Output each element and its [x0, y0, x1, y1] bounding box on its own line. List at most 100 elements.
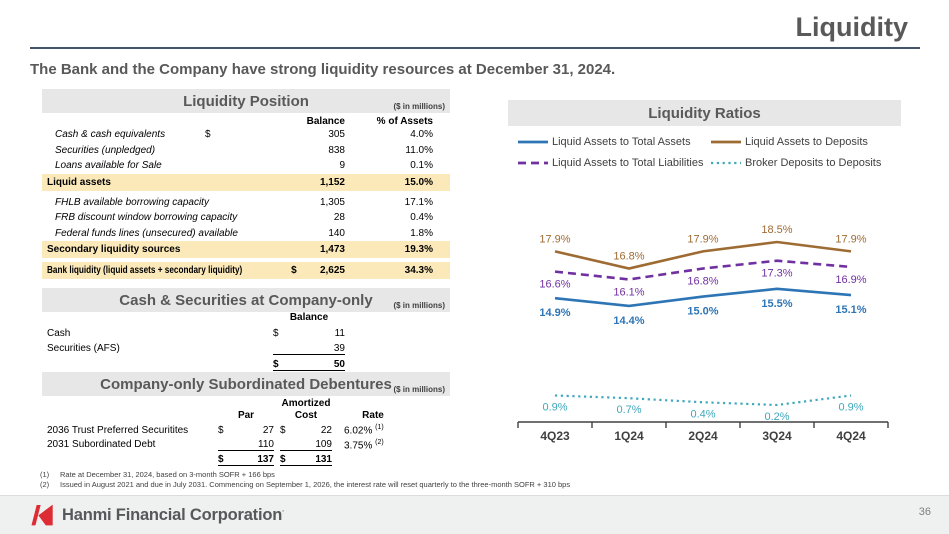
data-label: 15.1%	[835, 304, 866, 316]
data-label: 18.5%	[761, 224, 792, 236]
ratios-chart: 14.9% 14.4% 15.0% 15.5% 15.1% 17.9% 16.8% 17.9%…	[505, 192, 945, 457]
total-row: $137 $131	[42, 452, 450, 468]
data-label: 15.0%	[687, 306, 718, 318]
balance-value: 838	[328, 144, 345, 156]
line-chart: 14.9% 14.4% 15.0% 15.5% 15.1% 17.9% 16.8% 17.9%…	[517, 224, 889, 443]
data-label: 14.9%	[539, 307, 570, 319]
column-headers: Balance % of Assets	[42, 113, 450, 127]
brand-name: Hanmi Financial Corporation·	[62, 505, 285, 524]
currency-symbol: $	[291, 265, 297, 276]
table-row: FRB discount window borrowing capacity 2…	[42, 210, 450, 226]
amortized-header-row: Amortized	[42, 398, 450, 410]
column-headers: Par Cost Rate	[42, 410, 450, 423]
row-label: Liquid assets	[47, 176, 111, 188]
data-label: 16.8%	[613, 251, 644, 263]
company-cash-title: Cash & Securities at Company-only	[119, 291, 373, 309]
units-label: ($ in millions)	[393, 385, 445, 394]
hanmi-logo-icon	[31, 504, 53, 526]
legend-item: Liquid Assets to Total Assets	[518, 136, 711, 148]
data-label: 16.9%	[835, 274, 866, 286]
table-row: Securities (AFS) 39	[42, 341, 450, 356]
footnote-text: Rate at December 31, 2024, based on 3-mo…	[60, 470, 275, 479]
liquidity-ratios-title: Liquidity Ratios	[648, 104, 761, 122]
company-cash-header: Cash & Securities at Company-only ($ in …	[42, 288, 450, 312]
pct-assets-value: 0.1%	[410, 160, 433, 172]
currency-symbol: $	[218, 454, 224, 465]
footnote-ref: (1)	[375, 424, 384, 432]
table-row: Liquid assets 1,152 15.0%	[42, 173, 450, 191]
legend-label: Liquid Assets to Total Liabilities	[552, 157, 704, 169]
legend-swatch-solid	[518, 140, 548, 144]
data-label: 16.1%	[613, 286, 644, 298]
data-label: 17.3%	[761, 268, 792, 280]
row-label: Securities (AFS)	[47, 343, 120, 354]
liquidity-position-header: Liquidity Position ($ in millions)	[42, 89, 450, 113]
legend-item: Liquid Assets to Deposits	[711, 136, 908, 148]
currency-symbol	[205, 160, 219, 171]
table-row: 2036 Trust Preferred Securitites $27 $22…	[42, 423, 450, 438]
rate-value: 3.75%	[344, 439, 373, 451]
par-total: 137	[257, 454, 274, 465]
cost-value: 22	[320, 424, 332, 436]
liquidity-position-title: Liquidity Position	[183, 92, 309, 110]
currency-symbol	[205, 145, 219, 156]
page-number: 36	[918, 506, 931, 518]
total-row: $50	[42, 356, 450, 373]
table-row: FHLB available borrowing capacity 1,305 …	[42, 195, 450, 211]
row-label: Federal funds lines (unsecured) availabl…	[55, 227, 238, 239]
row-label: Loans available for Sale	[55, 160, 162, 172]
title-divider	[30, 47, 920, 49]
row-label: Bank liquidity (liquid assets + secondar…	[47, 265, 243, 276]
table-row: Cash $11	[42, 326, 450, 341]
footnote: (2) Issued in August 2021 and due in Jul…	[40, 480, 570, 490]
units-label: ($ in millions)	[393, 301, 445, 310]
pct-assets-value: 11.0%	[405, 144, 433, 156]
row-label: Secondary liquidity sources	[47, 244, 181, 255]
balance-value: 305	[328, 129, 345, 141]
table-row: Secondary liquidity sources 1,473 19.3%	[42, 241, 450, 258]
pct-assets-value: 0.4%	[410, 212, 433, 224]
footer: Hanmi Financial Corporation· 36	[0, 495, 949, 534]
currency-symbol	[273, 343, 285, 354]
table-row: Federal funds lines (unsecured) availabl…	[42, 226, 450, 242]
data-label: 17.9%	[835, 233, 866, 245]
currency-symbol	[218, 439, 228, 450]
currency-symbol	[205, 197, 219, 208]
legend-label: Liquid Assets to Deposits	[745, 136, 868, 148]
footnote-number: (2)	[40, 480, 50, 489]
pct-assets-value: 15.0%	[404, 176, 433, 188]
subordinated-debentures-table: Amortized Par Cost Rate 2036 Trust Prefe…	[42, 398, 450, 468]
row-label: 2031 Subordinated Debt	[47, 439, 156, 451]
footnote-number: (1)	[40, 470, 50, 479]
balance-value: 1,152	[319, 176, 345, 188]
table-row: Bank liquidity (liquid assets + secondar…	[42, 262, 450, 279]
footnote: (1) Rate at December 31, 2024, based on …	[40, 470, 570, 480]
balance-value: 1,305	[319, 196, 345, 208]
chart-legend: Liquid Assets to Total Assets Liquid Asse…	[518, 136, 908, 169]
balance-value: 140	[328, 227, 345, 239]
data-label: 0.9%	[838, 401, 863, 413]
row-label: FRB discount window borrowing capacity	[55, 212, 238, 224]
balance-value: 28	[333, 212, 345, 224]
company-cash-table: Balance Cash $11 Securities (AFS) 39 $50	[42, 312, 450, 373]
balance-column-header: Balance	[289, 312, 329, 323]
table-row: Securities (unpledged) 838 11.0%	[42, 143, 450, 159]
row-label: Securities (unpledged)	[55, 144, 156, 156]
balance-value: 1,473	[319, 244, 345, 255]
balance-value: 39	[333, 342, 345, 354]
currency-symbol: $	[280, 454, 286, 465]
data-label: 16.8%	[687, 276, 718, 288]
currency-symbol: $	[205, 129, 211, 141]
subordinated-debentures-title: Company-only Subordinated Debentures	[100, 375, 392, 393]
currency-symbol	[280, 439, 290, 450]
pct-assets-value: 4.0%	[410, 129, 433, 141]
legend-label: Broker Deposits to Deposits	[745, 157, 882, 169]
footnote-text: Issued in August 2021 and due in July 20…	[60, 480, 571, 489]
units-label: ($ in millions)	[393, 102, 445, 111]
trademark-mark: ·	[282, 508, 285, 515]
row-label: Cash & cash equivalents	[55, 129, 166, 141]
par-column-header: Par	[237, 410, 255, 421]
legend-label: Liquid Assets to Total Assets	[552, 136, 691, 148]
subordinated-debentures-rows: 2036 Trust Preferred Securitites $27 $22…	[42, 423, 450, 452]
